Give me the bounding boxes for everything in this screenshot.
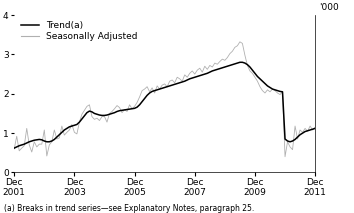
Text: (a) Breaks in trend series—see Explanatory Notes, paragraph 25.: (a) Breaks in trend series—see Explanato… xyxy=(4,204,254,213)
Legend: Trend(a), Seasonally Adjusted: Trend(a), Seasonally Adjusted xyxy=(19,20,139,43)
Text: '000: '000 xyxy=(319,3,339,12)
